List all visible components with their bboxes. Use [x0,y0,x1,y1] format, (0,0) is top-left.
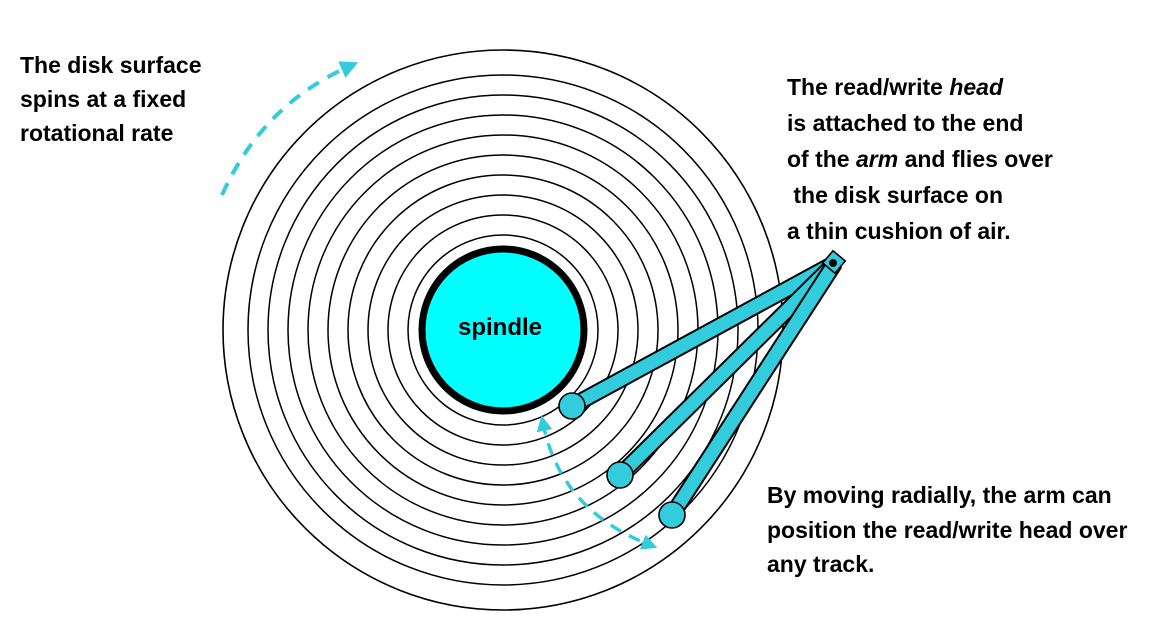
caption-line: of the arm and flies over [787,141,1053,177]
caption-line: rotational rate [20,120,174,146]
read-write-head [606,461,634,489]
caption-text: and flies over [898,146,1053,172]
caption-line: any track. [767,551,875,577]
disk-track [367,194,639,466]
caption-text: of the [787,146,856,172]
arm-pivot-pin [829,259,837,267]
spindle [418,245,588,415]
read-write-head [558,392,586,420]
disk-track [387,214,619,446]
caption-disk-spins: The disk surface spins at a fixed rotati… [20,48,202,150]
caption-text: The read/write [787,74,950,100]
caption-line: By moving radially, the arm can [767,482,1112,508]
caption-emphasis-arm: arm [856,146,899,172]
caption-line: the disk surface on [787,182,1004,208]
disk-track [327,154,679,506]
actuator-arms [558,249,847,529]
arm-position-outer [658,258,843,529]
disk-track [347,174,659,486]
caption-line: position the read/write head over [767,516,1128,543]
caption-line: a thin cushion of air. [787,218,1011,244]
caption-emphasis-head: head [949,74,1004,100]
caption-line: spins at a fixed [20,86,187,112]
rotation-arrow-icon [220,61,359,196]
caption-line: is attached to the end [787,110,1024,136]
arm-position-middle [606,256,841,489]
disk-track [407,234,599,426]
caption-read-write-head: The read/write head is attached to the e… [787,69,1053,249]
caption-line: The read/write head [787,69,1053,105]
arm-position-inner [558,255,840,420]
read-write-head [658,501,686,529]
spindle-label: spindle [457,314,542,341]
caption-arm-moves-radially: By moving radially, the arm can position… [767,478,1127,582]
radial-motion-arrow-icon [536,415,658,550]
disk-track [267,94,739,566]
caption-line: The disk surface [20,52,202,78]
